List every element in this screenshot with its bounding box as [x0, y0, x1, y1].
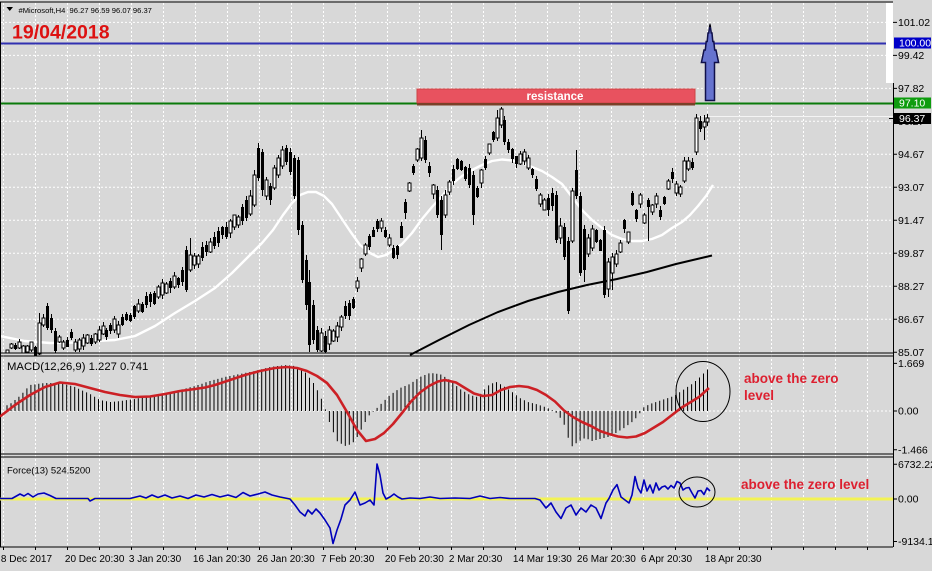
svg-text:#Microsoft,H4 96.27 96.59 96.: #Microsoft,H4 96.27 96.59 96.07 96.37: [19, 6, 152, 15]
svg-text:20 Feb 20:30: 20 Feb 20:30: [385, 554, 444, 565]
svg-text:96.37: 96.37: [899, 113, 925, 125]
svg-text:88.27: 88.27: [898, 281, 924, 293]
svg-text:94.67: 94.67: [898, 149, 924, 161]
svg-text:16 Jan 20:30: 16 Jan 20:30: [193, 554, 251, 565]
svg-text:8 Dec 2017: 8 Dec 2017: [1, 554, 53, 565]
svg-text:7 Feb 20:30: 7 Feb 20:30: [321, 554, 375, 565]
svg-text:14 Mar 19:30: 14 Mar 19:30: [513, 554, 572, 565]
svg-text:1.669: 1.669: [898, 358, 924, 370]
svg-text:100.00: 100.00: [899, 38, 931, 50]
svg-text:93.07: 93.07: [898, 182, 924, 194]
svg-text:6732.2295: 6732.2295: [898, 459, 932, 471]
svg-text:19/04/2018: 19/04/2018: [12, 22, 110, 44]
svg-text:level: level: [744, 388, 774, 403]
svg-text:3 Jan 20:30: 3 Jan 20:30: [129, 554, 182, 565]
svg-text:0.00: 0.00: [898, 406, 919, 418]
svg-text:99.42: 99.42: [898, 50, 924, 62]
svg-text:-9134.14: -9134.14: [898, 536, 932, 548]
svg-text:26 Mar 20:30: 26 Mar 20:30: [577, 554, 636, 565]
svg-text:89.87: 89.87: [898, 248, 924, 260]
svg-text:86.67: 86.67: [898, 314, 924, 326]
svg-text:18 Apr 20:30: 18 Apr 20:30: [705, 554, 762, 565]
svg-text:2 Mar 20:30: 2 Mar 20:30: [449, 554, 503, 565]
svg-text:Force(13) 524.5200: Force(13) 524.5200: [7, 466, 90, 477]
svg-text:0.00: 0.00: [898, 494, 919, 506]
svg-text:above the zero: above the zero: [744, 371, 839, 386]
svg-text:MACD(12,26,9) 1.227 0.741: MACD(12,26,9) 1.227 0.741: [7, 361, 148, 373]
svg-text:97.82: 97.82: [898, 83, 924, 95]
svg-text:resistance: resistance: [527, 91, 584, 103]
svg-text:101.02: 101.02: [898, 17, 930, 29]
svg-text:20 Dec 20:30: 20 Dec 20:30: [65, 554, 125, 565]
svg-text:26 Jan 20:30: 26 Jan 20:30: [257, 554, 315, 565]
svg-text:6 Apr 20:30: 6 Apr 20:30: [641, 554, 693, 565]
svg-text:91.47: 91.47: [898, 215, 924, 227]
svg-text:85.07: 85.07: [898, 347, 924, 359]
svg-text:-1.466: -1.466: [898, 445, 928, 457]
svg-text:above the zero level: above the zero level: [741, 477, 869, 492]
svg-text:97.10: 97.10: [899, 98, 925, 110]
